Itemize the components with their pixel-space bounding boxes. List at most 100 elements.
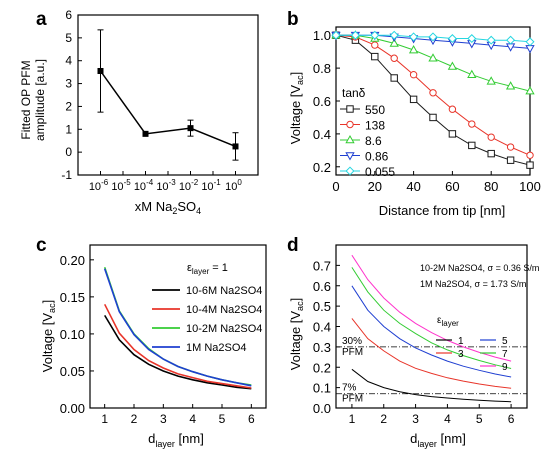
panel-a-xtick-label: 10-4 bbox=[134, 178, 154, 193]
panel-b-marker-2 bbox=[505, 81, 516, 90]
panel-d-ylabel: Voltage [Vac] bbox=[288, 298, 305, 370]
panel-d-legend-label-0: 1 bbox=[458, 336, 464, 347]
panel-b-marker-4 bbox=[486, 35, 496, 45]
panel-c-ytick-label: 0.00 bbox=[60, 401, 85, 416]
panel-d-ytick-label: 0.6 bbox=[313, 279, 331, 294]
panel-b-marker-0 bbox=[487, 149, 495, 158]
panel-b-marker-0 bbox=[390, 74, 398, 82]
panel-a-ytick-label: 5 bbox=[65, 31, 72, 45]
panel-d-series-line-0 bbox=[351, 368, 512, 403]
panel-a-frame bbox=[77, 14, 259, 176]
panel-c-legend-label-2: 10-2M Na2SO4 bbox=[186, 323, 262, 335]
panel-b-marker-1 bbox=[487, 133, 495, 141]
panel-b-marker-2 bbox=[525, 86, 535, 95]
panel-a-chart: -1 0 1 2 3 4 5 6 10-6 10-5 10-4 10-3 10-2 10-1 100 bbox=[61, 8, 259, 193]
panel-b-ytick-label: 0.2 bbox=[313, 160, 331, 175]
panel-a-ytick-label: 0 bbox=[65, 145, 72, 159]
panel-label-a: a bbox=[36, 9, 47, 30]
panel-a-xtick-label: 10-3 bbox=[156, 178, 176, 193]
panel-b-marker-0 bbox=[526, 161, 534, 169]
panel-c-xtick-label: 1 bbox=[101, 412, 108, 426]
panel-d-ytick-label: 0.2 bbox=[313, 360, 331, 375]
panel-b-marker-4 bbox=[331, 30, 341, 40]
panel-b-marker-1 bbox=[468, 120, 476, 128]
panel-d-xtick-label: 6 bbox=[508, 412, 515, 426]
panel-b-marker-2 bbox=[467, 69, 477, 78]
panel-d-ytick-label: 0.1 bbox=[313, 381, 331, 396]
panel-b-marker-1 bbox=[371, 41, 379, 49]
panel-b-legend-label-0: 550 bbox=[365, 103, 385, 117]
panel-b-legend-label-4: 0.055 bbox=[365, 165, 395, 179]
panel-b-marker-3 bbox=[525, 45, 535, 54]
panel-b-marker-2 bbox=[486, 76, 496, 85]
panel-d-reference-label-0: 30% bbox=[342, 336, 362, 347]
panel-c-xtick-label: 6 bbox=[248, 412, 255, 426]
panel-b-legend-marker-3 bbox=[345, 152, 355, 161]
panel-c-ytick-label: 0.05 bbox=[60, 364, 85, 379]
panel-a-ytick-label: 6 bbox=[65, 8, 72, 22]
panel-d-xlabel: dlayer [nm] bbox=[410, 431, 466, 449]
panel-d-ytick-label: 0.4 bbox=[313, 320, 331, 335]
panel-b-xtick-label: 80 bbox=[484, 179, 498, 194]
panel-b-xlabel: Distance from tip [nm] bbox=[379, 203, 505, 218]
panel-c-xtick-label: 3 bbox=[160, 412, 167, 426]
panel-b-legend-marker-4 bbox=[345, 166, 355, 176]
panel-b-marker-0 bbox=[429, 113, 437, 122]
panel-b-xtick-label: 40 bbox=[406, 179, 420, 194]
panel-a-xtick-label: 10-5 bbox=[111, 178, 131, 193]
panel-b-marker-4 bbox=[409, 32, 419, 42]
panel-d-annotation-1: 1M Na2SO4, σ = 1.73 S/m bbox=[420, 279, 526, 289]
panel-b-marker-4 bbox=[467, 34, 477, 44]
panel-b-ytick-label: 0.8 bbox=[313, 61, 331, 76]
panel-b-marker-4 bbox=[350, 30, 360, 40]
panel-d-ytick-label: 0.7 bbox=[313, 258, 331, 273]
panel-b-legend-marker-1 bbox=[346, 120, 354, 129]
panel-label-b: b bbox=[287, 9, 299, 30]
panel-b-marker-1 bbox=[506, 143, 515, 151]
panel-b-marker-2 bbox=[389, 38, 399, 47]
panel-d-legend-label-4: 9 bbox=[502, 362, 508, 373]
panel-a-ytick-label: 3 bbox=[65, 77, 72, 91]
panel-b-ytick-label: 1.0 bbox=[313, 28, 331, 43]
panel-b-marker-0 bbox=[448, 130, 457, 138]
panel-b-marker-4 bbox=[428, 32, 438, 42]
panel-a-ytick-label: -1 bbox=[61, 168, 72, 182]
panel-c-xlabel: dlayer [nm] bbox=[148, 431, 204, 449]
panel-b-marker-0 bbox=[468, 141, 476, 150]
panel-a-xtick-label: 10-6 bbox=[89, 178, 109, 193]
panel-b-legend-marker-2 bbox=[345, 134, 355, 144]
panel-a-data-point bbox=[232, 143, 239, 150]
panel-d-ytick-label: 0.0 bbox=[313, 401, 331, 416]
panel-label-c: c bbox=[36, 235, 47, 256]
panel-b-legend-marker-0 bbox=[346, 105, 354, 113]
panel-c-ytick-label: 0.10 bbox=[60, 327, 85, 342]
panel-a-ytick-label: 2 bbox=[65, 99, 72, 113]
panel-c-xtick-label: 2 bbox=[131, 412, 138, 426]
panel-d-xtick-label: 1 bbox=[349, 412, 356, 426]
panel-c-chart: 0.00 0.05 0.10 0.15 0.20 1 2 3 4 5 6 10-6M Na2SO4 10… bbox=[60, 244, 267, 426]
panel-b-legend-label-3: 0.86 bbox=[365, 150, 389, 164]
panel-b-legend-label-1: 138 bbox=[365, 119, 385, 133]
panel-b-marker-0 bbox=[506, 156, 515, 164]
panel-b-marker-1 bbox=[526, 151, 534, 159]
panel-a-xtick-label: 10-2 bbox=[179, 178, 199, 193]
panel-d-series-line-3 bbox=[351, 267, 512, 369]
panel-c-xtick-label: 4 bbox=[189, 412, 196, 426]
panel-d-reference-label-0: PFM bbox=[342, 347, 363, 358]
panel-a-xlabel: xM Na2SO4 bbox=[135, 199, 201, 216]
panel-b-marker-1 bbox=[390, 54, 398, 62]
panel-b-marker-1 bbox=[409, 70, 418, 79]
panel-d-xtick-label: 2 bbox=[380, 412, 387, 426]
panel-b-marker-4 bbox=[525, 37, 535, 47]
panel-d-xtick-label: 3 bbox=[412, 412, 419, 426]
panel-b-xtick-label: 100 bbox=[519, 179, 541, 194]
panel-b-legend-title: tanδ bbox=[342, 86, 366, 100]
panel-d-reference-label-1: PFM bbox=[342, 394, 363, 405]
panel-c-xtick-label: 5 bbox=[219, 412, 226, 426]
panel-d-reference-label-1: 7% bbox=[342, 383, 357, 394]
panel-b-ytick-label: 0.6 bbox=[313, 94, 331, 109]
panel-a-ytick-label: 4 bbox=[65, 54, 72, 68]
panel-b-marker-0 bbox=[409, 95, 418, 104]
